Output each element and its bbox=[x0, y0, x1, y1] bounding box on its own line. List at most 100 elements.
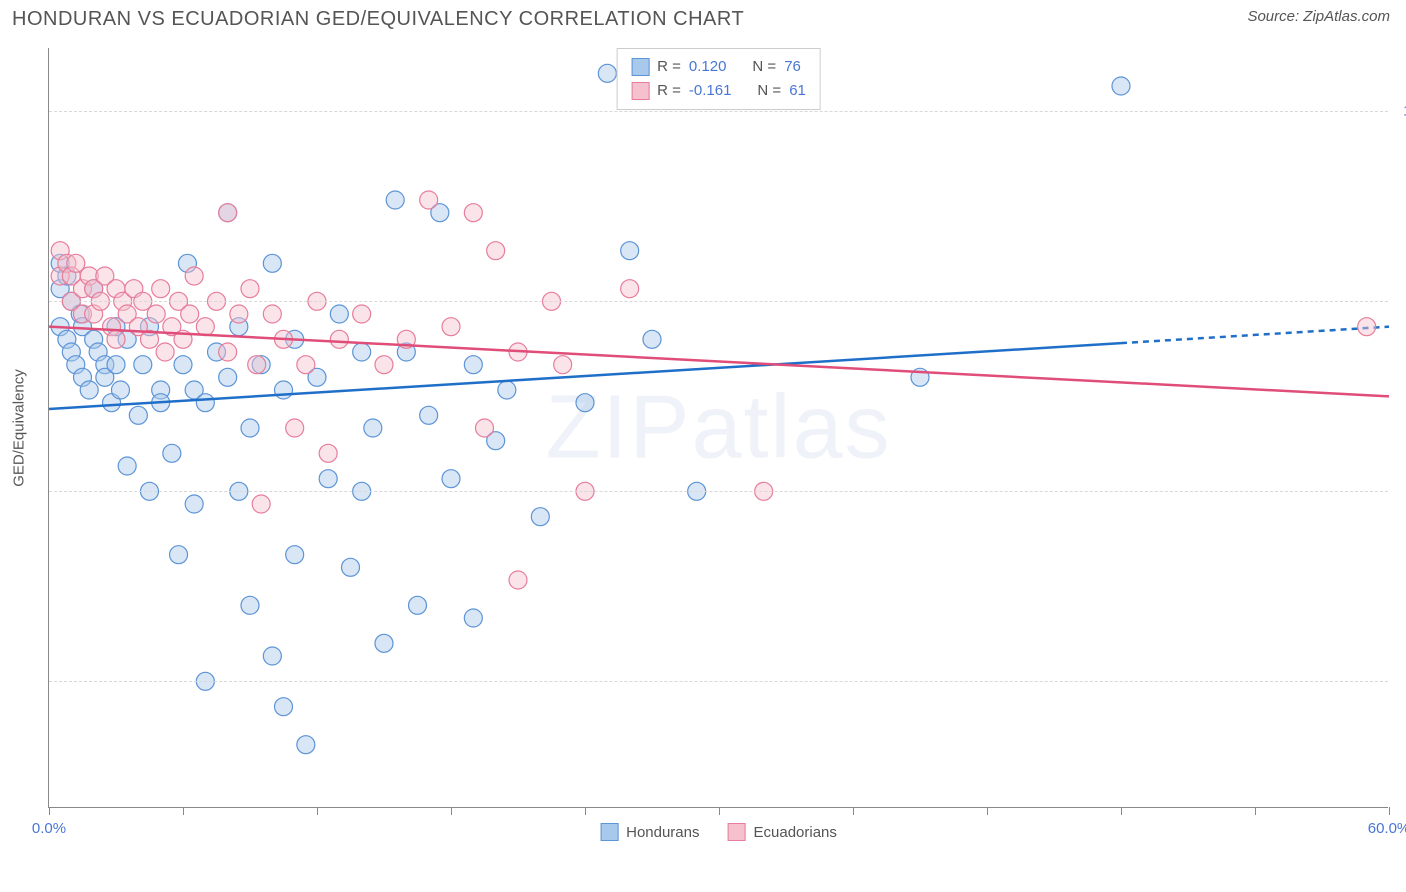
legend-item-hondurans: Hondurans bbox=[600, 823, 699, 841]
data-point bbox=[364, 419, 382, 437]
data-point bbox=[420, 191, 438, 209]
data-point bbox=[196, 318, 214, 336]
data-point bbox=[375, 356, 393, 374]
data-point bbox=[156, 343, 174, 361]
stats-row-2: R = -0.161 N = 61 bbox=[631, 79, 806, 103]
data-point bbox=[420, 406, 438, 424]
x-tick-label: 0.0% bbox=[32, 820, 66, 837]
chart-title: HONDURAN VS ECUADORIAN GED/EQUIVALENCY C… bbox=[12, 8, 744, 31]
gridline bbox=[49, 111, 1388, 112]
data-point bbox=[621, 280, 639, 298]
y-tick-label: 70.0% bbox=[1394, 483, 1406, 500]
data-point bbox=[196, 394, 214, 412]
data-point bbox=[409, 596, 427, 614]
x-tick bbox=[49, 807, 50, 815]
data-point bbox=[107, 356, 125, 374]
y-tick-label: 100.0% bbox=[1394, 103, 1406, 120]
swatch-hondurans bbox=[631, 58, 649, 76]
legend-swatch-ecuadorians bbox=[728, 823, 746, 841]
data-point bbox=[297, 356, 315, 374]
data-point bbox=[375, 634, 393, 652]
stats-row-1: R = 0.120 N = 76 bbox=[631, 55, 806, 79]
y-tick-label: 55.0% bbox=[1394, 673, 1406, 690]
r-value-1: 0.120 bbox=[689, 55, 727, 79]
bottom-legend: Hondurans Ecuadorians bbox=[600, 823, 837, 841]
data-point bbox=[621, 242, 639, 260]
n-value-2: 61 bbox=[789, 79, 806, 103]
gridline bbox=[49, 491, 1388, 492]
x-tick bbox=[853, 807, 854, 815]
data-point bbox=[111, 381, 129, 399]
r-value-2: -0.161 bbox=[689, 79, 732, 103]
data-point bbox=[1112, 77, 1130, 95]
data-point bbox=[219, 204, 237, 222]
data-point bbox=[275, 698, 293, 716]
data-point bbox=[531, 508, 549, 526]
data-point bbox=[554, 356, 572, 374]
data-point bbox=[509, 571, 527, 589]
data-point bbox=[464, 204, 482, 222]
data-point bbox=[118, 457, 136, 475]
data-point bbox=[386, 191, 404, 209]
x-tick bbox=[1389, 807, 1390, 815]
data-point bbox=[129, 406, 147, 424]
x-tick bbox=[585, 807, 586, 815]
data-point bbox=[174, 356, 192, 374]
data-point bbox=[464, 356, 482, 374]
data-point bbox=[576, 394, 594, 412]
x-tick bbox=[719, 807, 720, 815]
data-point bbox=[241, 596, 259, 614]
data-point bbox=[464, 609, 482, 627]
data-point bbox=[107, 330, 125, 348]
data-point bbox=[286, 419, 304, 437]
x-tick-label: 60.0% bbox=[1368, 820, 1406, 837]
data-point bbox=[353, 343, 371, 361]
data-point bbox=[152, 280, 170, 298]
data-point bbox=[476, 419, 494, 437]
data-point bbox=[442, 470, 460, 488]
data-point bbox=[643, 330, 661, 348]
data-point bbox=[297, 736, 315, 754]
n-value-1: 76 bbox=[784, 55, 801, 79]
data-point bbox=[1358, 318, 1376, 336]
plot-svg bbox=[49, 48, 1388, 807]
data-point bbox=[80, 381, 98, 399]
data-point bbox=[185, 495, 203, 513]
data-point bbox=[181, 305, 199, 323]
legend-item-ecuadorians: Ecuadorians bbox=[728, 823, 837, 841]
data-point bbox=[241, 280, 259, 298]
data-point bbox=[163, 444, 181, 462]
legend-swatch-hondurans bbox=[600, 823, 618, 841]
data-point bbox=[219, 343, 237, 361]
trend-line-dashed bbox=[1121, 327, 1389, 343]
data-point bbox=[219, 368, 237, 386]
data-point bbox=[263, 647, 281, 665]
x-tick bbox=[1121, 807, 1122, 815]
data-point bbox=[498, 381, 516, 399]
x-tick bbox=[451, 807, 452, 815]
data-point bbox=[134, 356, 152, 374]
data-point bbox=[319, 470, 337, 488]
x-tick bbox=[987, 807, 988, 815]
data-point bbox=[319, 444, 337, 462]
gridline bbox=[49, 301, 1388, 302]
y-axis-label: GED/Equivalency bbox=[11, 369, 28, 487]
data-point bbox=[263, 254, 281, 272]
data-point bbox=[598, 64, 616, 82]
swatch-ecuadorians bbox=[631, 82, 649, 100]
data-point bbox=[170, 546, 188, 564]
data-point bbox=[252, 495, 270, 513]
y-tick-label: 85.0% bbox=[1394, 293, 1406, 310]
data-point bbox=[275, 381, 293, 399]
x-tick bbox=[183, 807, 184, 815]
data-point bbox=[248, 356, 266, 374]
header: HONDURAN VS ECUADORIAN GED/EQUIVALENCY C… bbox=[0, 0, 1406, 31]
data-point bbox=[330, 330, 348, 348]
data-point bbox=[263, 305, 281, 323]
gridline bbox=[49, 681, 1388, 682]
x-tick bbox=[1255, 807, 1256, 815]
legend-label-hondurans: Hondurans bbox=[626, 824, 699, 841]
stats-legend: R = 0.120 N = 76 R = -0.161 N = 61 bbox=[616, 48, 821, 110]
data-point bbox=[487, 242, 505, 260]
data-point bbox=[442, 318, 460, 336]
